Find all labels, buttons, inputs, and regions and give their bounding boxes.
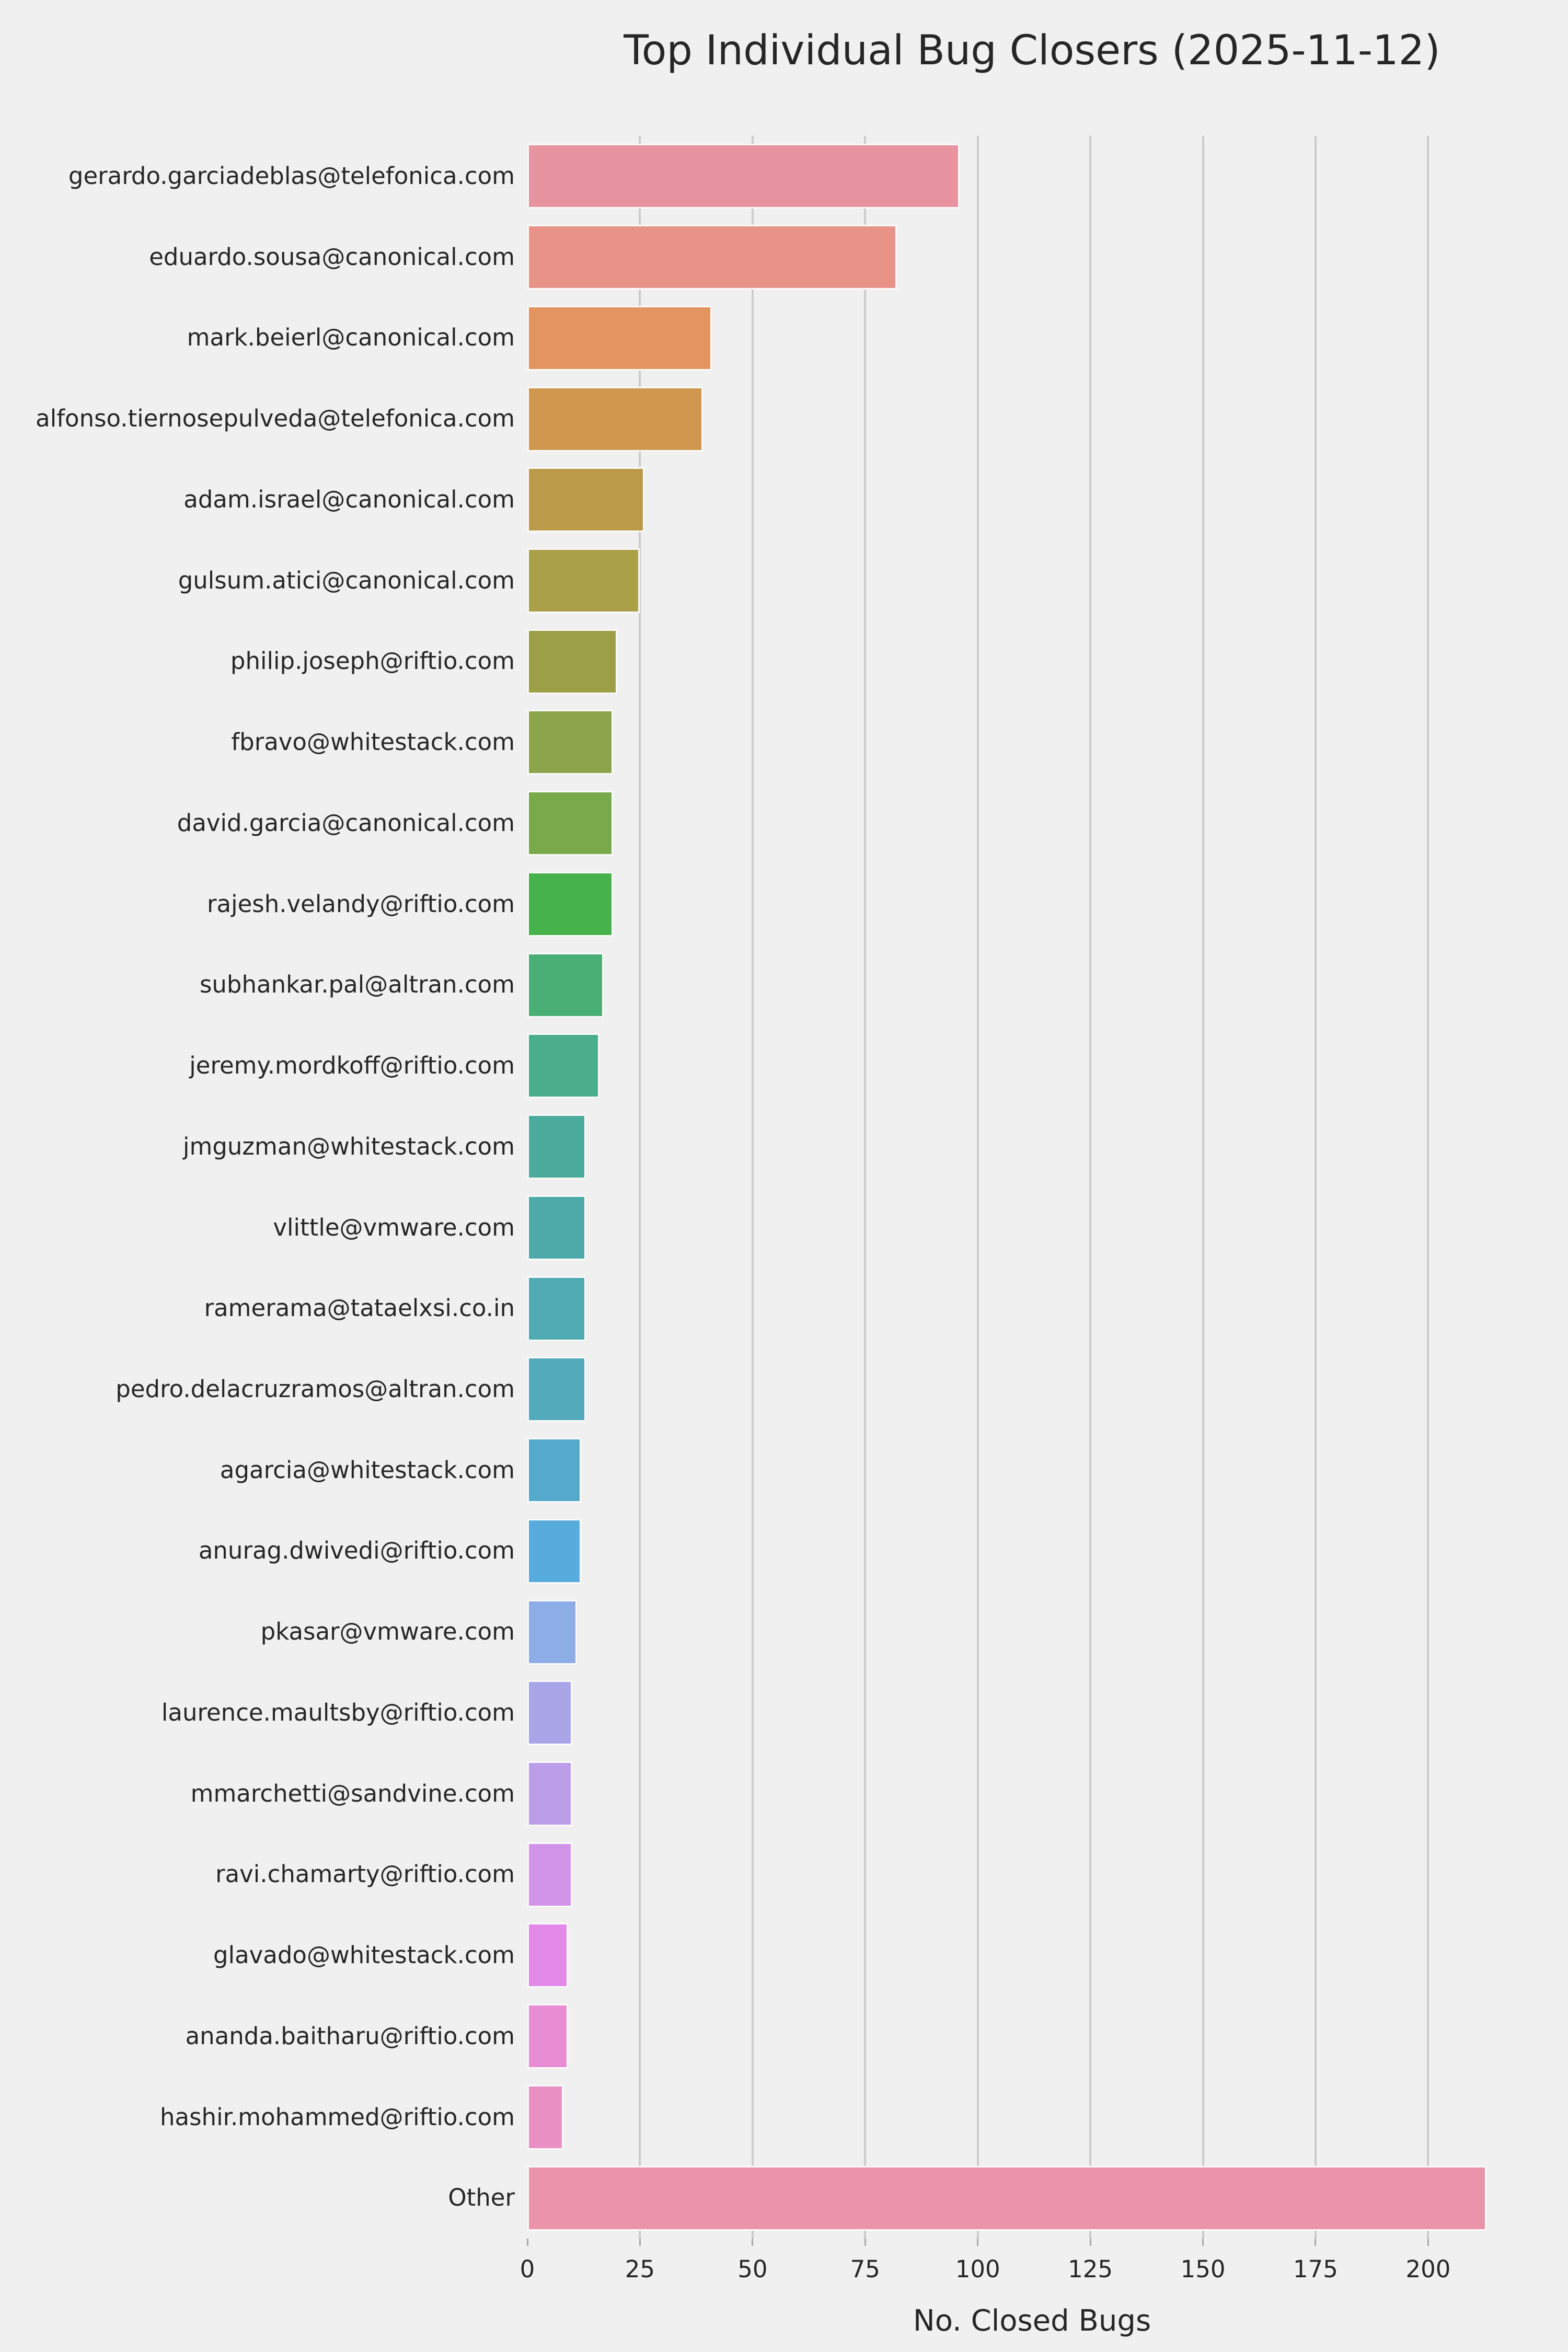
- bar-agarcia: [527, 1438, 582, 1503]
- y-axis-label: ravi.chamarty@riftio.com: [215, 1860, 515, 1888]
- y-axis-label: david.garcia@canonical.com: [177, 809, 515, 837]
- x-tick-mark: [752, 2239, 754, 2246]
- bar-mark.beierl: [527, 305, 712, 371]
- gridline-x-125: [1089, 136, 1092, 2239]
- bar-philip.joseph: [527, 629, 618, 694]
- x-tick-mark: [1427, 2239, 1429, 2246]
- y-axis-label: subhankar.pal@altran.com: [199, 971, 515, 999]
- bar-other: [527, 2165, 1487, 2231]
- y-axis-label: jeremy.mordkoff@riftio.com: [189, 1052, 515, 1080]
- y-axis-label: gulsum.atici@canonical.com: [178, 566, 515, 594]
- x-tick-mark: [1089, 2239, 1091, 2246]
- y-axis-label: mmarchetti@sandvine.com: [190, 1779, 515, 1807]
- bar-vlittle: [527, 1195, 586, 1260]
- y-axis-label: rajesh.velandy@riftio.com: [207, 890, 515, 918]
- bar-gerardo.garciadeblas: [527, 144, 960, 209]
- y-axis-label: agarcia@whitestack.com: [220, 1456, 515, 1484]
- x-tick-label: 25: [625, 2255, 655, 2283]
- bar-alfonso.tiernosepulveda: [527, 386, 704, 452]
- bar-subhankar.pal: [527, 952, 604, 1018]
- x-tick-mark: [639, 2239, 641, 2246]
- x-tick-label: 0: [520, 2255, 535, 2283]
- bar-laurence.maultsby: [527, 1680, 573, 1746]
- y-axis-label: pkasar@vmware.com: [260, 1618, 515, 1646]
- gridline-x-200: [1427, 136, 1429, 2239]
- bar-mmarchetti: [527, 1761, 573, 1826]
- x-tick-label: 200: [1405, 2255, 1451, 2283]
- x-tick-label: 100: [955, 2255, 1000, 2283]
- bar-fbravo: [527, 710, 613, 775]
- gridline-x-100: [976, 136, 979, 2239]
- bar-anurag.dwivedi: [527, 1518, 582, 1584]
- y-axis-label: adam.israel@canonical.com: [183, 485, 515, 513]
- x-tick-label: 150: [1180, 2255, 1226, 2283]
- y-axis-label: jmguzman@whitestack.com: [182, 1132, 515, 1160]
- y-axis-label: anurag.dwivedi@riftio.com: [198, 1537, 515, 1565]
- x-tick-label: 125: [1068, 2255, 1113, 2283]
- bar-hashir.mohammed: [527, 2084, 563, 2150]
- gridline-x-75: [864, 136, 867, 2239]
- bar-jmguzman: [527, 1114, 586, 1180]
- gridline-x-150: [1202, 136, 1204, 2239]
- bar-adam.israel: [527, 467, 645, 533]
- x-tick-label: 75: [850, 2255, 880, 2283]
- bar-gulsum.atici: [527, 548, 640, 614]
- bar-ananda.baitharu: [527, 2004, 568, 2069]
- bar-david.garcia: [527, 791, 613, 856]
- x-tick-mark: [864, 2239, 866, 2246]
- gridline-x-25: [639, 136, 641, 2239]
- y-axis-label: philip.joseph@riftio.com: [230, 647, 515, 675]
- x-tick-label: 50: [737, 2255, 768, 2283]
- y-axis-label: alfonso.tiernosepulveda@telefonica.com: [36, 405, 515, 433]
- y-axis-label: glavado@whitestack.com: [213, 1941, 515, 1969]
- y-axis-label: ramerama@tataelxsi.co.in: [204, 1294, 515, 1322]
- y-axis-label: hashir.mohammed@riftio.com: [160, 2103, 515, 2131]
- bar-eduardo.sousa: [527, 225, 897, 290]
- bar-ramerama: [527, 1276, 586, 1341]
- gridline-x-50: [751, 136, 754, 2239]
- x-tick-mark: [1315, 2239, 1317, 2246]
- y-axis-label: laurence.maultsby@riftio.com: [161, 1698, 515, 1726]
- x-tick-mark: [526, 2239, 528, 2246]
- x-tick-mark: [1202, 2239, 1204, 2246]
- chart-title: Top Individual Bug Closers (2025-11-12): [624, 27, 1440, 74]
- x-tick-mark: [977, 2239, 979, 2246]
- plot-area: [527, 136, 1537, 2239]
- bar-jeremy.mordkoff: [527, 1033, 599, 1099]
- y-axis-label: mark.beierl@canonical.com: [187, 324, 515, 352]
- bar-glavado: [527, 1923, 568, 1988]
- y-axis-label: fbravo@whitestack.com: [231, 728, 515, 756]
- bar-pkasar: [527, 1599, 577, 1665]
- x-tick-label: 175: [1293, 2255, 1338, 2283]
- y-axis-label: vlittle@vmware.com: [273, 1213, 515, 1241]
- x-axis-label: No. Closed Bugs: [913, 2304, 1151, 2338]
- y-axis-label: pedro.delacruzramos@altran.com: [116, 1375, 515, 1403]
- bar-ravi.chamarty: [527, 1842, 573, 1907]
- y-axis-label: gerardo.garciadeblas@telefonica.com: [68, 162, 515, 190]
- y-axis-label: ananda.baitharu@riftio.com: [185, 2022, 515, 2050]
- y-axis-label: eduardo.sousa@canonical.com: [149, 243, 515, 271]
- bar-pedro.delacruzramos: [527, 1357, 586, 1422]
- bar-rajesh.velandy: [527, 871, 613, 937]
- y-axis-label: Other: [448, 2184, 515, 2212]
- gridline-x-175: [1314, 136, 1317, 2239]
